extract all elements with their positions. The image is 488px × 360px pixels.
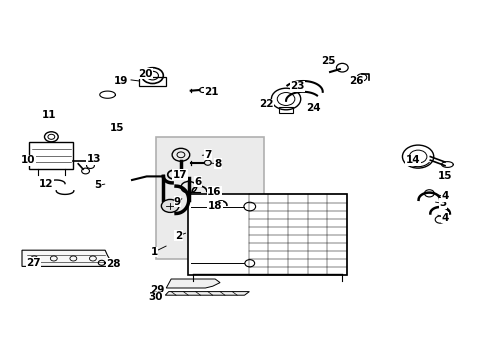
Text: 16: 16 bbox=[206, 186, 221, 197]
Text: 15: 15 bbox=[110, 123, 124, 133]
Text: 15: 15 bbox=[437, 171, 451, 181]
Text: 4: 4 bbox=[440, 213, 448, 223]
Text: 7: 7 bbox=[203, 150, 211, 160]
Text: 14: 14 bbox=[405, 155, 420, 165]
Text: 29: 29 bbox=[150, 285, 164, 295]
Bar bbox=[278, 107, 293, 113]
Text: 20: 20 bbox=[138, 69, 153, 79]
Text: 11: 11 bbox=[41, 110, 56, 120]
Text: 13: 13 bbox=[86, 154, 101, 164]
Text: 25: 25 bbox=[321, 56, 335, 66]
Text: 5: 5 bbox=[94, 180, 101, 190]
Text: 10: 10 bbox=[21, 155, 36, 165]
Text: 28: 28 bbox=[106, 258, 121, 269]
Text: 1: 1 bbox=[150, 247, 157, 257]
Text: 24: 24 bbox=[305, 103, 320, 113]
Text: 23: 23 bbox=[289, 81, 304, 91]
Text: 12: 12 bbox=[39, 179, 54, 189]
Text: 18: 18 bbox=[207, 201, 222, 211]
Text: 30: 30 bbox=[148, 292, 163, 302]
Bar bbox=[29, 142, 73, 169]
Text: 6: 6 bbox=[194, 177, 201, 187]
Circle shape bbox=[161, 199, 179, 212]
Bar bbox=[188, 194, 346, 275]
Polygon shape bbox=[165, 292, 249, 295]
Bar bbox=[139, 77, 166, 86]
Text: 2: 2 bbox=[175, 231, 182, 241]
Bar bbox=[156, 137, 264, 259]
Text: 27: 27 bbox=[26, 258, 41, 268]
Text: 21: 21 bbox=[203, 87, 218, 97]
Text: 17: 17 bbox=[172, 170, 187, 180]
Text: 8: 8 bbox=[214, 159, 221, 169]
Text: 9: 9 bbox=[174, 197, 181, 207]
Text: 4: 4 bbox=[440, 191, 448, 201]
Text: 19: 19 bbox=[114, 76, 128, 86]
Text: 22: 22 bbox=[259, 99, 273, 109]
Polygon shape bbox=[22, 250, 112, 266]
Text: 26: 26 bbox=[348, 76, 363, 86]
Text: 3: 3 bbox=[438, 198, 445, 208]
Polygon shape bbox=[166, 279, 220, 288]
